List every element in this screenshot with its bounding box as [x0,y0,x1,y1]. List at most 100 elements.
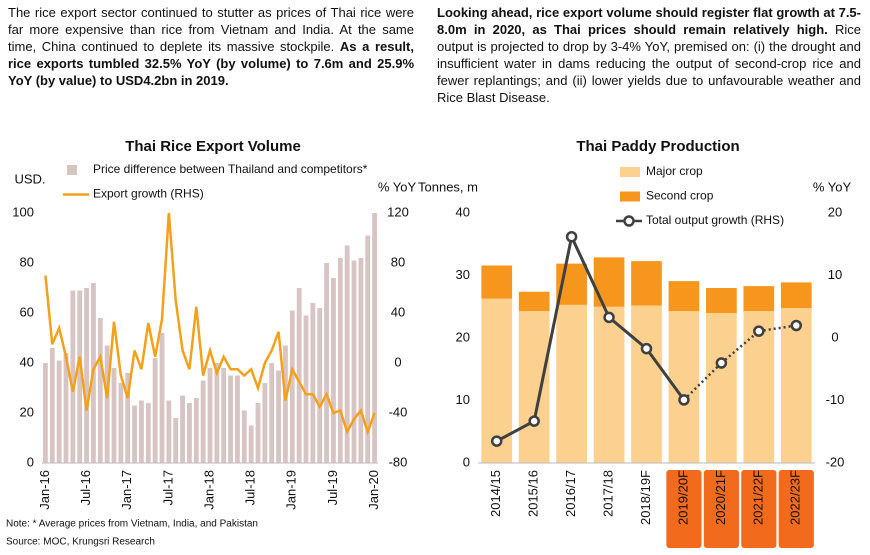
x-tick-label: 2016/17 [563,470,578,517]
legend-label: Export growth (RHS) [93,187,204,201]
bar [145,403,151,463]
y-tick-label: 20 [456,329,470,344]
x-tick-label: 2018/19F [638,470,653,525]
line-segment [683,362,723,401]
source: Source: MOC, Krungsri Research [6,537,155,548]
bar [173,418,179,463]
bar [631,261,662,306]
line-marker [565,231,578,243]
bar [207,368,213,463]
line-marker [640,342,653,355]
bar [159,333,165,463]
bar [221,368,227,463]
bar [77,290,83,463]
bar [56,360,62,463]
bar [481,265,513,299]
right-paragraph: Looking ahead, rice export volume should… [437,4,861,106]
bar [317,308,323,463]
bar [166,400,172,463]
bar [331,278,336,463]
x-tick-label: 2014/15 [488,470,503,517]
y2-axis-label: % YoY [813,179,852,194]
y-tick-label: 30 [456,267,470,282]
forecast-highlight [778,470,814,548]
x-tick-label: Jul-16 [78,470,93,505]
legend-label: Second crop [646,189,714,203]
y2-tick-label: 80 [391,254,405,269]
bar [593,257,625,307]
x-tick-label: Jan-18 [201,470,216,510]
bold-text: Looking ahead, rice export volume should… [437,5,861,37]
bar [70,290,76,463]
bar [180,395,185,463]
x-tick-label: Jul-18 [243,470,258,505]
x-tick-label: Jan-20 [366,470,381,510]
text: The rice export sector continued to stut… [8,5,414,54]
y2-axis-label: % YoY [378,179,417,194]
bar [125,373,131,463]
text: Rice output is projected to drop by 3-4%… [437,22,861,105]
y-axis-label: USD. [14,171,45,186]
y-tick-label: 0 [27,454,34,469]
bar [296,288,302,463]
y2-tick-label: 10 [828,267,842,282]
x-tick-label: Jan-19 [284,470,299,510]
y2-tick-label: 0 [394,354,401,369]
note: Note: * Average prices from Vietnam, Ind… [6,519,258,530]
y2-tick-label: 0 [831,329,838,344]
forecast-highlight [703,470,739,548]
bar [262,383,268,463]
bar [200,380,206,463]
bar [303,315,309,463]
line-segment [608,316,648,350]
y2-tick-label: -80 [389,454,408,469]
bar [337,258,343,463]
bar [104,345,110,463]
bar [365,235,371,463]
bar [235,375,240,463]
bar [248,425,254,463]
bar [139,400,144,463]
bar [344,245,350,463]
bar [706,313,737,463]
line-segment [496,419,535,443]
y-axis-label: Tonnes, m [418,179,478,194]
x-tick-label: Jan-16 [37,470,52,510]
legend-label: Price difference between Thailand and co… [93,162,368,176]
line-marker [490,435,503,447]
line-marker [528,415,540,427]
y2-tick-label: -10 [826,392,845,407]
y-tick-label: 60 [20,304,34,319]
x-tick-label: 2019/20F [675,470,690,525]
forecast-highlight [741,470,777,548]
bar [593,306,625,463]
legend-swatch [620,167,640,177]
bar [631,305,662,463]
x-tick-label: Jul-19 [325,470,340,505]
bar [269,363,275,463]
y-tick-label: 0 [463,454,470,469]
y2-tick-label: -20 [826,454,845,469]
bar [780,308,812,463]
chart-title: Thai Paddy Production [576,138,739,155]
bar [187,403,192,463]
chart-title: Thai Rice Export Volume [125,138,301,155]
y-tick-label: 80 [20,254,34,269]
bar [743,286,775,312]
y-tick-label: 40 [20,354,34,369]
bar [276,370,281,463]
x-tick-label: 2015/16 [526,470,541,517]
legend-swatch [620,191,640,202]
bar [193,398,199,463]
line-segment [720,330,760,364]
y-tick-label: 40 [456,204,470,219]
y-tick-label: 100 [12,204,34,219]
bar [351,260,357,463]
line-marker [790,319,803,332]
x-tick-label: 2017/18 [600,470,615,517]
y2-tick-label: 120 [387,204,409,219]
x-tick-label: Jul-17 [160,470,175,505]
bold-text: As a result, rice exports tumbled 32.5% … [8,39,414,88]
